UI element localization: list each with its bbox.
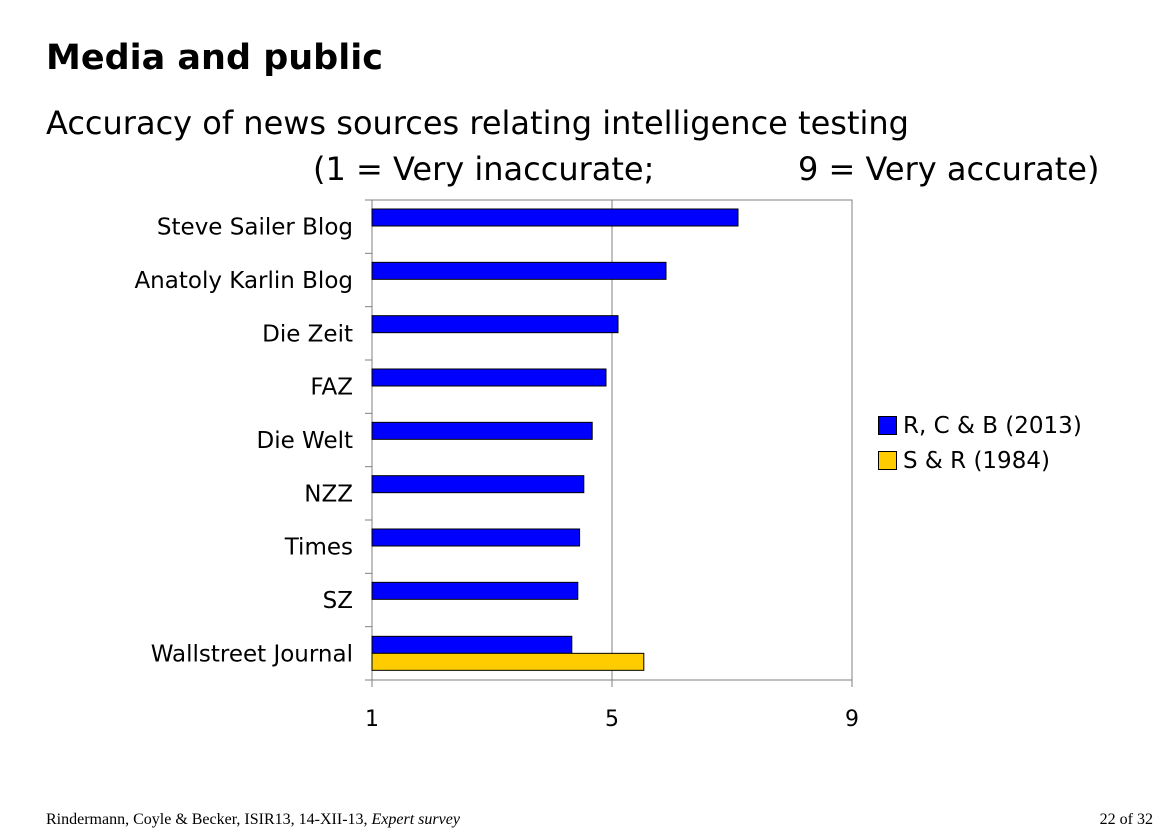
y-tick-label: Times [284, 535, 353, 561]
bar [371, 368, 607, 387]
bar [371, 261, 667, 280]
y-tick-label: Wallstreet Journal [151, 641, 353, 667]
footer-citation-text: Rindermann, Coyle & Becker, ISIR13, 14-X… [46, 811, 372, 828]
bar [371, 635, 573, 654]
footer-page-number: 22 of 32 [1099, 811, 1153, 828]
legend-label-series-2: S & R (1984) [903, 447, 1050, 474]
footer-citation: Rindermann, Coyle & Becker, ISIR13, 14-X… [46, 811, 460, 829]
y-tick-label: NZZ [304, 481, 353, 507]
legend-swatch-series-2 [878, 451, 897, 470]
bar [371, 421, 593, 440]
x-tick-label: 1 [365, 707, 379, 732]
legend-swatch-series-1 [878, 416, 897, 435]
footer-citation-italic: Expert survey [371, 811, 460, 828]
scale-high-label: 9 = Very accurate) [798, 150, 1100, 188]
legend-item-series-1: R, C & B (2013) [878, 408, 1082, 443]
y-tick-label: FAZ [310, 375, 353, 401]
legend-label-series-1: R, C & B (2013) [903, 412, 1082, 439]
scale-low-label: (1 = Very inaccurate; [313, 150, 655, 188]
y-tick-label: Steve Sailer Blog [157, 215, 353, 241]
legend-item-series-2: S & R (1984) [878, 443, 1082, 478]
bar [371, 652, 645, 671]
bar [371, 208, 739, 227]
bar [371, 581, 579, 600]
y-tick-label: Die Welt [256, 428, 353, 454]
chart-subtitle: Accuracy of news sources relating intell… [46, 104, 909, 142]
y-tick-label: Die Zeit [262, 321, 353, 347]
slide-title: Media and public [46, 38, 383, 78]
bar [371, 475, 585, 494]
chart-legend: R, C & B (2013) S & R (1984) [878, 408, 1082, 478]
bar [371, 315, 619, 334]
y-tick-label: SZ [323, 588, 353, 614]
x-tick-label: 9 [845, 707, 859, 732]
bar [371, 528, 581, 547]
y-tick-label: Anatoly Karlin Blog [134, 268, 353, 294]
x-tick-label: 5 [605, 707, 619, 732]
